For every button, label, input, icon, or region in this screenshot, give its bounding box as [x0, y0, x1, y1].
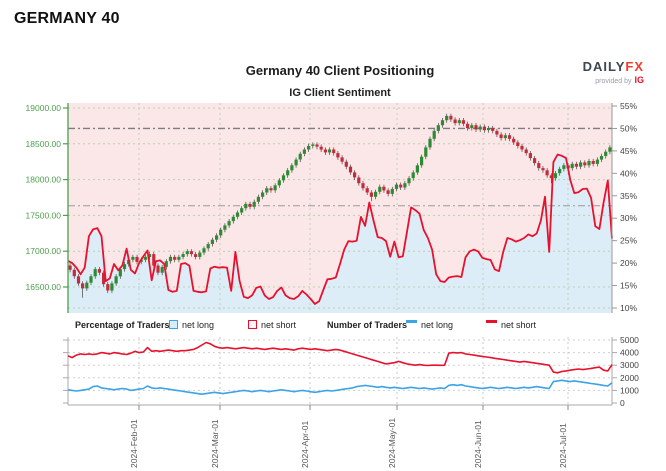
chart-subtitle: IG Client Sentiment: [289, 87, 391, 99]
page-title: GERMANY 40: [14, 10, 120, 27]
net-long-line-swatch-icon: [406, 320, 417, 323]
net-short-line-swatch-icon: [486, 320, 497, 323]
legend-net-short-count-label: net short: [501, 320, 537, 330]
svg-text:17000.00: 17000.00: [26, 246, 62, 256]
svg-text:25%: 25%: [620, 236, 637, 246]
svg-text:30%: 30%: [620, 213, 637, 223]
svg-text:10%: 10%: [620, 303, 637, 313]
svg-text:50%: 50%: [620, 123, 637, 133]
number-of-traders-chart: 5000 4000 3000 2000 1000 0: [63, 335, 639, 410]
dailyfx-wordmark: DAILYFX: [582, 59, 644, 74]
x-axis-label: 2024-Mar-01: [209, 419, 220, 468]
count-line-net-long: [67, 379, 613, 396]
reference-lines: [68, 127, 612, 207]
svg-text:3000: 3000: [620, 360, 639, 370]
legend-pct-header: Percentage of Traders: [75, 320, 170, 330]
provided-by-ig: provided by IG: [595, 75, 644, 85]
chart-title: Germany 40 Client Positioning: [245, 63, 435, 78]
x-axis-label: 2024-Feb-01: [128, 419, 139, 468]
price-gridlines: [68, 107, 612, 309]
net-short-pct-line: [67, 153, 613, 305]
price-axis: 19000.00 18500.00 18000.00 17500.00 17000.00…: [26, 103, 69, 313]
svg-text:45%: 45%: [620, 146, 637, 156]
svg-text:5000: 5000: [620, 335, 639, 345]
sentiment-price-chart: 19000.00 18500.00 18000.00 17500.00 17000.00…: [26, 101, 638, 313]
svg-text:15%: 15%: [620, 281, 637, 291]
svg-text:4000: 4000: [620, 348, 639, 358]
svg-text:17500.00: 17500.00: [26, 210, 62, 220]
svg-text:1000: 1000: [620, 385, 639, 395]
x-axis-label: 2024-May-01: [387, 417, 397, 468]
count-gridlines: [68, 337, 612, 405]
legend-num-header: Number of Traders: [327, 320, 408, 330]
svg-text:16500.00: 16500.00: [26, 282, 62, 292]
svg-text:2000: 2000: [620, 373, 639, 383]
sentiment-shading: [68, 103, 612, 313]
x-axis-label: 2024-Apr-01: [300, 420, 311, 468]
svg-text:0: 0: [620, 398, 625, 408]
dailyfx-logo: DAILYFX provided by IG: [583, 60, 644, 88]
count-panel-frame: 5000 4000 3000 2000 1000 0: [63, 335, 639, 410]
net-long-pct-swatch-icon: [169, 320, 178, 329]
legend-net-long-pct-label: net long: [182, 320, 215, 330]
svg-text:40%: 40%: [620, 168, 637, 178]
svg-text:18000.00: 18000.00: [26, 175, 62, 185]
candlestick-series: [68, 113, 612, 298]
svg-text:19000.00: 19000.00: [26, 103, 62, 113]
legend-net-long-count-label: net long: [421, 320, 454, 330]
x-axis-label: 2024-Jul-01: [557, 423, 568, 468]
svg-text:20%: 20%: [620, 258, 637, 268]
percent-axis: 55% 50% 45% 40% 35% 30% 25% 20% 15% 10%: [611, 101, 637, 313]
count-line-net-short: [67, 341, 613, 374]
legend-net-short-pct-label: net short: [261, 320, 297, 330]
net-short-pct-swatch-icon: [248, 320, 257, 329]
month-gridlines: [138, 103, 569, 313]
svg-text:55%: 55%: [620, 101, 637, 111]
x-axis-label: 2024-Jun-01: [473, 420, 484, 468]
svg-text:35%: 35%: [620, 191, 637, 201]
svg-text:18500.00: 18500.00: [26, 139, 62, 149]
chart-legend: Percentage of Traders net long net short…: [0, 318, 666, 333]
